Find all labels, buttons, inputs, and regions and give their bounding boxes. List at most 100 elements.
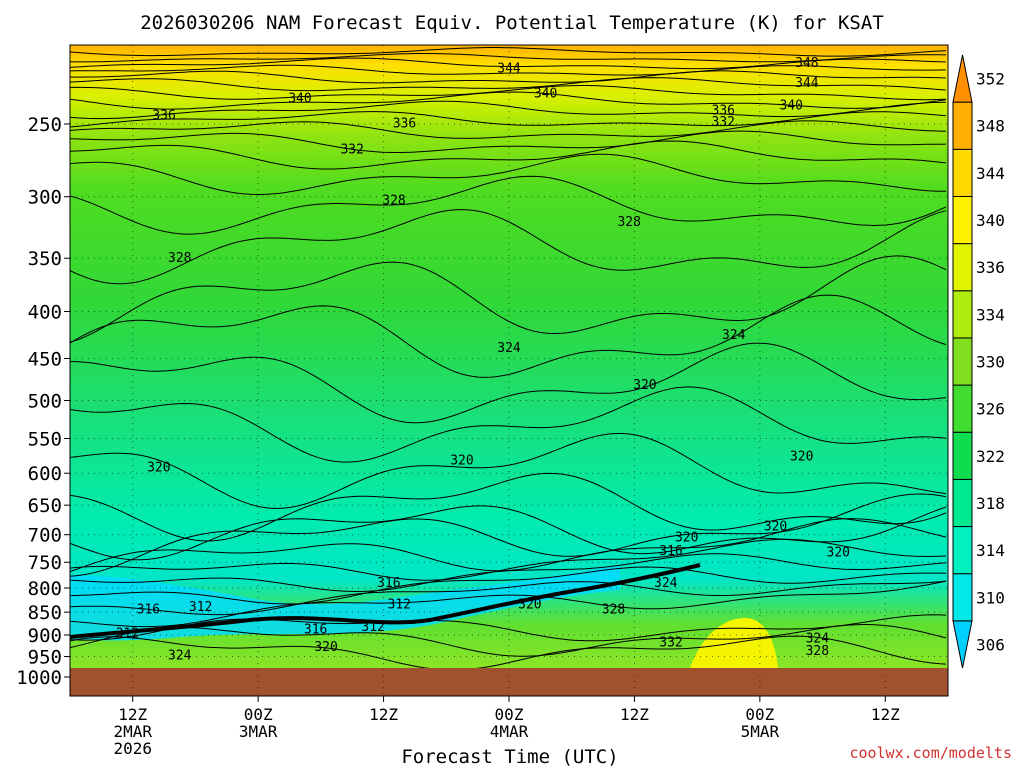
colorbar-label: 318 [976, 494, 1005, 513]
x-tick-label: 2026 [113, 739, 152, 758]
x-tick-label: 5MAR [741, 722, 780, 741]
colorbar-swatch [952, 431, 973, 480]
colorbar-swatch [952, 526, 973, 575]
contour-label: 312 [361, 620, 384, 635]
contour-label: 320 [518, 598, 541, 613]
gridlines [70, 45, 948, 696]
y-tick-label: 450 [28, 348, 62, 370]
contour-line [70, 342, 947, 424]
contour-label: 324 [806, 632, 830, 647]
x-tick-label: 00Z [495, 705, 524, 724]
contour-label: 324 [168, 648, 192, 663]
contour-label: 320 [633, 378, 656, 393]
contour-label: 328 [168, 251, 191, 266]
contour-line [70, 472, 947, 542]
chart-title: 2026030206 NAM Forecast Equiv. Potential… [140, 12, 884, 34]
contour-label: 320 [450, 454, 473, 469]
contour-line [70, 140, 947, 170]
contour-label: 328 [382, 193, 405, 208]
colorbar-label: 314 [976, 541, 1005, 560]
contour-label: 324 [722, 328, 746, 343]
contour-label: 320 [764, 519, 787, 534]
y-tick-label: 750 [28, 552, 62, 574]
contour-label: 320 [314, 640, 337, 655]
contour-line [70, 505, 947, 561]
colorbar-swatch [952, 54, 973, 103]
x-tick-label: 00Z [745, 705, 774, 724]
contour-line [70, 130, 947, 153]
colorbar-swatch [952, 573, 973, 622]
contour-line [70, 57, 947, 70]
contour-line [70, 580, 947, 616]
y-tick-label: 600 [28, 463, 62, 485]
contour-line [70, 635, 947, 671]
contour-label: 320 [147, 461, 170, 476]
contour-label: 316 [137, 602, 160, 617]
contour-label: 340 [534, 86, 557, 101]
colorbar-swatch [952, 337, 973, 386]
y-tick-label: 650 [28, 495, 62, 517]
colorbar-swatch [952, 290, 973, 339]
y-tick-label: 800 [28, 578, 62, 600]
x-tick-label: 12Z [871, 705, 900, 724]
contour-label: 332 [340, 143, 363, 158]
contour-label: 316 [659, 544, 682, 559]
y-tick-label: 250 [28, 114, 62, 136]
colorbar-swatch [952, 384, 973, 433]
contour-line [70, 64, 947, 76]
contour-line [70, 433, 947, 509]
contour-label: 312 [116, 626, 139, 641]
contour-line [70, 175, 947, 235]
contour-label: 328 [617, 215, 640, 230]
contour-label: 336 [152, 108, 175, 123]
contour-line [70, 255, 947, 343]
contour-label: 324 [654, 576, 678, 591]
y-tick-label: 700 [28, 525, 62, 547]
y-tick-label: 500 [28, 391, 62, 413]
x-tick-label: 00Z [244, 705, 273, 724]
contour-line [70, 85, 947, 101]
contour-label: 324 [497, 341, 521, 356]
colorbar-label: 330 [976, 353, 1005, 372]
contour-label: 332 [659, 636, 682, 651]
colorbar-swatch [952, 148, 973, 197]
colorbar-label: 344 [976, 164, 1005, 183]
contour-label: 328 [806, 644, 829, 659]
contour-line [70, 566, 947, 605]
contour-line [70, 47, 947, 57]
contour-line [70, 77, 947, 92]
colorbar-label: 352 [976, 70, 1005, 89]
y-axis: 2503003504004505005506006507007508008509… [16, 114, 70, 689]
credit-text: coolwx.com/modelts [849, 744, 1012, 762]
contour-line [70, 580, 947, 628]
colorbar-label: 348 [976, 117, 1005, 136]
y-tick-label: 350 [28, 248, 62, 270]
contour-label: 344 [795, 76, 819, 91]
contour-label: 320 [790, 450, 813, 465]
x-tick-label: 12Z [118, 705, 147, 724]
contour-line [70, 70, 947, 84]
colorbar-swatch [952, 195, 973, 245]
contour-label: 336 [712, 103, 735, 118]
colorbar-label: 322 [976, 447, 1005, 466]
contour-label: 332 [712, 115, 735, 130]
y-tick-label: 550 [28, 429, 62, 451]
contour-line [70, 91, 947, 110]
contour-label: 316 [377, 576, 400, 591]
y-tick-label: 900 [28, 625, 62, 647]
contour-label: 328 [602, 602, 625, 617]
colorbar-label: 340 [976, 211, 1005, 230]
y-tick-label: 1000 [16, 667, 62, 689]
colorbar: 306 310 314 318 322 326 330 334 336 340 344 348 352 [952, 54, 1005, 669]
colorbar-swatch [952, 243, 973, 292]
colorbar-label: 336 [976, 258, 1005, 277]
contour-label: 340 [779, 98, 802, 113]
contour-line [70, 53, 947, 63]
colorbar-swatch [952, 478, 973, 528]
contour-label: 320 [827, 545, 850, 560]
x-tick-label: 4MAR [490, 722, 529, 741]
contour-label: 336 [393, 116, 416, 131]
y-tick-label: 300 [28, 187, 62, 209]
